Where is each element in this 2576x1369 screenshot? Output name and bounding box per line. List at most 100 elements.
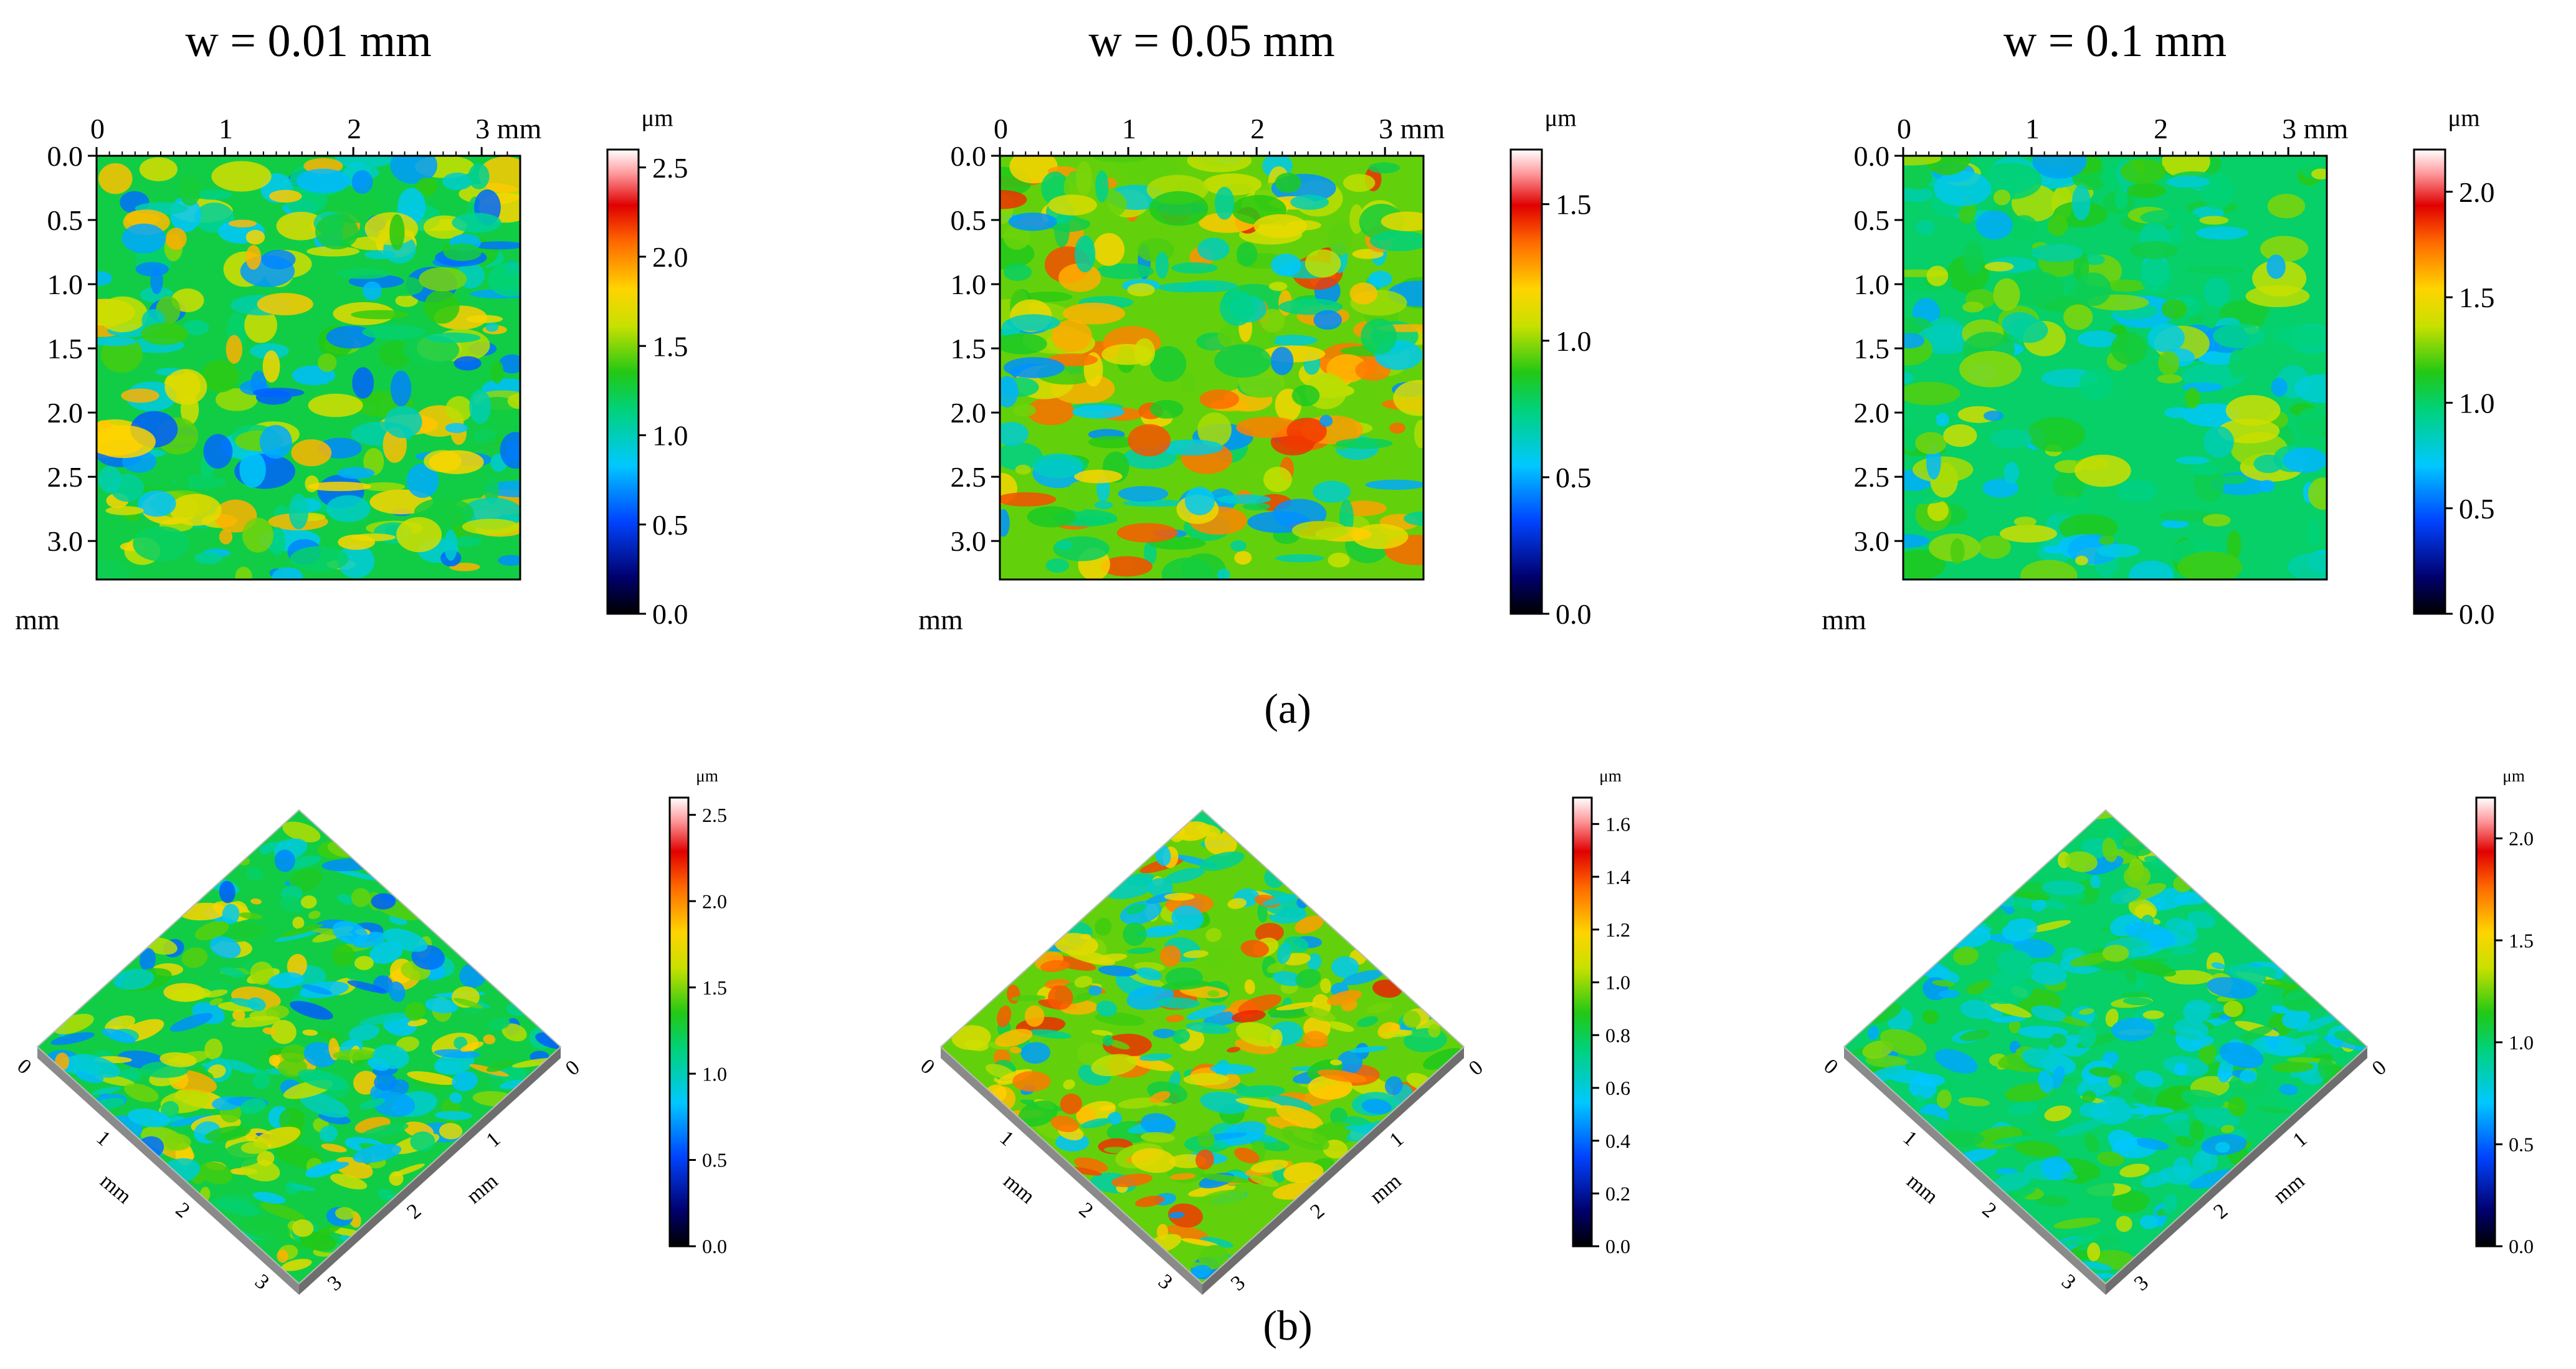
surface-blob: [449, 563, 480, 571]
surface-blob: [282, 821, 321, 842]
surface-blob: [1020, 976, 1037, 983]
surface-blob: [133, 526, 190, 562]
surface-blob: [2212, 323, 2266, 349]
colorbar-2d-1: μm 0.0 0.5 1.0 1.5 2.0 2.5: [606, 105, 688, 630]
map-3d-2-surface: [941, 810, 1464, 1284]
surface-blob: [337, 467, 375, 479]
surface-blob: [1148, 878, 1173, 897]
surface-blob: [181, 947, 208, 968]
surface-blob: [429, 450, 484, 474]
surface-blob: [1000, 376, 1019, 408]
surface-blob: [1272, 971, 1303, 986]
x-tick-label: 1: [1122, 113, 1136, 145]
surface-blob: [1270, 346, 1294, 376]
surface-blob: [1230, 540, 1247, 551]
surface-blob: [2003, 462, 2020, 484]
surface-blob: [319, 1125, 338, 1142]
surface-blob: [469, 389, 492, 424]
surface-blob: [1111, 1173, 1153, 1188]
surface-blob: [1992, 1135, 2033, 1145]
surface-blob: [2070, 952, 2113, 967]
surface-blob: [2266, 254, 2286, 279]
colorbar-3d-3-tick-label: 1.5: [2509, 929, 2534, 952]
surface-blob: [2055, 1119, 2105, 1137]
surface-blob: [183, 320, 209, 335]
surface-blob: [1000, 442, 1043, 471]
surface-blob: [1958, 1097, 1990, 1107]
surface-blob: [1199, 389, 1239, 409]
surface-blob: [2240, 1069, 2258, 1084]
surface-blob: [1327, 1021, 1354, 1032]
surface-blob: [1007, 314, 1060, 332]
surface-blob: [472, 241, 520, 250]
surface-blob: [252, 1073, 270, 1089]
surface-blob: [240, 1098, 266, 1115]
surface-blob: [1015, 464, 1031, 475]
colorbar-2d-3: μm 0.0 0.5 1.0 1.5 2.0: [2413, 105, 2495, 630]
colorbar-3d-3-tick-label: 0.5: [2509, 1133, 2534, 1156]
surface-blob: [1236, 1085, 1286, 1098]
surface-blob: [1098, 965, 1137, 977]
surface-blob: [2182, 403, 2240, 427]
surface-blob: [257, 1151, 275, 1166]
map-2d-1: w = 0.01 mm 0 1 2 3 mm 0.0 0.5 1.0 1.5 2.0 2.5 3.0 m…: [15, 16, 541, 636]
axis-right-tick-label: 0: [2368, 1056, 2391, 1080]
surface-blob: [247, 997, 266, 1011]
surface-blob: [1295, 968, 1321, 988]
surface-blob: [425, 332, 481, 343]
y-tick-label: 0.0: [47, 140, 83, 172]
axis-left-unit: mm: [999, 1170, 1039, 1208]
surface-blob: [1291, 384, 1320, 406]
axis-right-tick-label: 3: [323, 1271, 346, 1295]
surface-blob: [373, 1044, 409, 1069]
surface-blob: [498, 555, 520, 566]
surface-blob: [1128, 424, 1171, 457]
surface-blob: [1381, 211, 1423, 232]
colorbar-2d-3-unit: μm: [2448, 105, 2479, 131]
surface-blob: [2140, 209, 2199, 226]
surface-blob: [383, 928, 428, 952]
surface-blob: [268, 972, 304, 989]
surface-blob: [369, 941, 403, 964]
surface-blob: [2102, 945, 2129, 962]
map-3d-1-wall-left: [37, 1047, 299, 1295]
surface-blob: [2283, 447, 2327, 473]
surface-blob: [347, 980, 387, 993]
surface-blob: [1033, 453, 1083, 479]
colorbar-3d-1-tick-label: 1.0: [702, 1062, 727, 1085]
surface-blob: [1040, 960, 1070, 972]
surface-blob: [1989, 429, 2032, 449]
colorbar-3d-1-tick-label: 2.0: [702, 890, 727, 912]
colorbar-3d-2-bar: [1572, 796, 1593, 1247]
surface-blob: [2141, 1172, 2170, 1188]
surface-blob: [1074, 235, 1096, 273]
surface-blob: [333, 1049, 376, 1061]
surface-blob: [2099, 536, 2115, 545]
colorbar-3d-1-tick-label: 0.5: [702, 1149, 727, 1171]
surface-blob: [2175, 456, 2210, 465]
surface-blob: [2084, 254, 2105, 265]
surface-blob: [1291, 521, 1348, 540]
surface-blob: [1149, 1091, 1171, 1104]
surface-blob: [1172, 1029, 1191, 1044]
surface-blob: [1134, 338, 1156, 366]
surface-blob: [1066, 481, 1091, 512]
surface-blob: [2267, 194, 2306, 219]
surface-blob: [2175, 1136, 2195, 1147]
surface-blob: [2117, 480, 2158, 502]
y-tick-label: 1.0: [1854, 269, 1890, 300]
surface-blob: [98, 163, 133, 194]
axis-right-unit: mm: [2269, 1170, 2309, 1208]
x-tick-label: 3 mm: [2282, 113, 2348, 145]
map-2d-1-frame: [95, 155, 521, 581]
surface-blob: [2259, 480, 2275, 492]
surface-blob: [1075, 161, 1092, 196]
surface-blob: [1428, 1024, 1441, 1038]
surface-blob: [1227, 898, 1247, 909]
surface-blob: [2020, 560, 2078, 580]
surface-blob: [1199, 1190, 1246, 1206]
surface-blob: [2317, 1057, 2336, 1081]
surface-blob: [2142, 1010, 2164, 1019]
surface-blob: [315, 214, 359, 250]
surface-blob: [453, 998, 483, 1009]
